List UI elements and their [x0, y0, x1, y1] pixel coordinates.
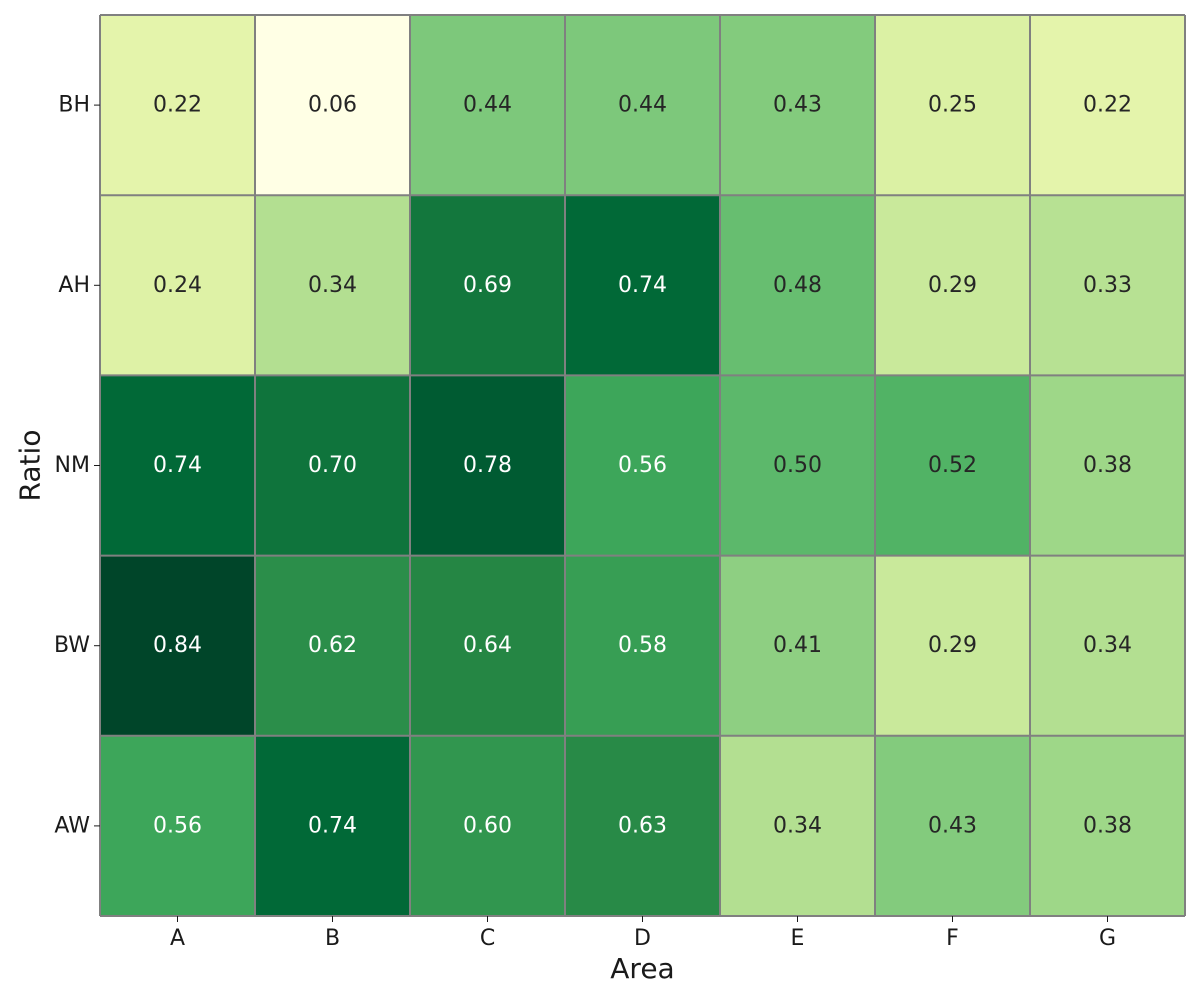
- cell-value-label-AW-D: 0.63: [618, 813, 667, 838]
- y-tick-label-AH: AH: [58, 273, 90, 298]
- cell-value-label-NM-A: 0.74: [153, 453, 202, 478]
- heatmap-cell-AW-C: [410, 735, 565, 916]
- x-tick-label-F: F: [946, 926, 959, 951]
- ticks-layer: A B C D E F G BH AH NM BW AW: [54, 93, 1116, 951]
- y-tick-label-BW: BW: [54, 633, 90, 658]
- heatmap-cell-AW-A: [100, 735, 255, 916]
- cell-value-label-AW-C: 0.60: [463, 813, 512, 838]
- heatmap-cell-AW-F: [875, 735, 1030, 916]
- cell-value-label-NM-B: 0.70: [308, 453, 357, 478]
- cell-value-label-AW-A: 0.56: [153, 813, 202, 838]
- x-tick-label-B: B: [325, 926, 340, 951]
- heatmap-cell-AW-D: [565, 735, 720, 916]
- cell-value-label-BW-E: 0.41: [773, 633, 822, 658]
- cell-value-label-AH-G: 0.33: [1083, 273, 1132, 298]
- cell-value-label-NM-F: 0.52: [928, 453, 977, 478]
- heatmap-cell-AW-B: [255, 735, 410, 916]
- cell-value-label-NM-C: 0.78: [463, 453, 512, 478]
- cells-layer: [100, 15, 1185, 916]
- cell-value-label-NM-G: 0.38: [1083, 453, 1132, 478]
- heatmap-cell-BW-A: [100, 555, 255, 736]
- cell-value-label-AH-A: 0.24: [153, 273, 202, 298]
- heatmap-cell-BW-G: [1030, 555, 1185, 736]
- heatmap-cell-NM-E: [720, 375, 875, 556]
- cell-value-label-AW-G: 0.38: [1083, 813, 1132, 838]
- cell-value-label-BW-B: 0.62: [308, 633, 357, 658]
- x-tick-label-E: E: [791, 926, 805, 951]
- cell-value-label-BH-B: 0.06: [308, 93, 357, 118]
- cell-value-label-AW-E: 0.34: [773, 813, 822, 838]
- x-tick-label-A: A: [170, 926, 185, 951]
- heatmap-cell-AH-E: [720, 195, 875, 376]
- cell-value-label-AH-E: 0.48: [773, 273, 822, 298]
- cell-value-label-AH-F: 0.29: [928, 273, 977, 298]
- cell-value-label-NM-D: 0.56: [618, 453, 667, 478]
- x-axis-title: Area: [610, 952, 674, 985]
- heatmap-cell-BW-B: [255, 555, 410, 736]
- heatmap-cell-AW-G: [1030, 735, 1185, 916]
- heatmap-cell-NM-B: [255, 375, 410, 556]
- heatmap-cell-AH-G: [1030, 195, 1185, 376]
- cell-value-label-BW-F: 0.29: [928, 633, 977, 658]
- cell-value-label-AW-B: 0.74: [308, 813, 357, 838]
- cell-value-label-AH-C: 0.69: [463, 273, 512, 298]
- cell-value-label-BH-E: 0.43: [773, 93, 822, 118]
- heatmap-cell-AH-A: [100, 195, 255, 376]
- heatmap-cell-BW-E: [720, 555, 875, 736]
- heatmap-cell-AH-F: [875, 195, 1030, 376]
- x-tick-label-G: G: [1099, 926, 1116, 951]
- cell-value-label-BW-A: 0.84: [153, 633, 202, 658]
- y-axis-title: Ratio: [14, 430, 47, 502]
- heatmap-cell-BW-C: [410, 555, 565, 736]
- heatmap-cell-BH-A: [100, 15, 255, 196]
- y-tick-label-AW: AW: [54, 813, 90, 838]
- heatmap-cell-NM-F: [875, 375, 1030, 556]
- y-tick-label-BH: BH: [58, 93, 90, 118]
- cell-value-label-BH-D: 0.44: [618, 93, 667, 118]
- cell-value-label-BH-G: 0.22: [1083, 93, 1132, 118]
- cell-value-label-BW-C: 0.64: [463, 633, 512, 658]
- heatmap-cell-BH-G: [1030, 15, 1185, 196]
- heatmap-cell-AH-C: [410, 195, 565, 376]
- heatmap-cell-AW-E: [720, 735, 875, 916]
- heatmap-cell-BH-F: [875, 15, 1030, 196]
- x-tick-label-C: C: [480, 926, 495, 951]
- cell-value-label-BW-G: 0.34: [1083, 633, 1132, 658]
- heatmap-cell-BH-C: [410, 15, 565, 196]
- cell-value-label-BH-F: 0.25: [928, 93, 977, 118]
- heatmap-cell-NM-C: [410, 375, 565, 556]
- heatmap-cell-AH-D: [565, 195, 720, 376]
- cell-value-label-BH-C: 0.44: [463, 93, 512, 118]
- heatmap-cell-BH-E: [720, 15, 875, 196]
- x-tick-label-D: D: [634, 926, 651, 951]
- heatmap-cell-BH-B: [255, 15, 410, 196]
- heatmap-cell-NM-A: [100, 375, 255, 556]
- heatmap-cell-NM-D: [565, 375, 720, 556]
- cell-value-label-BW-D: 0.58: [618, 633, 667, 658]
- cell-value-label-AW-F: 0.43: [928, 813, 977, 838]
- y-tick-label-NM: NM: [55, 453, 90, 478]
- cell-value-label-AH-B: 0.34: [308, 273, 357, 298]
- cell-value-label-NM-E: 0.50: [773, 453, 822, 478]
- heatmap-cell-NM-G: [1030, 375, 1185, 556]
- cell-value-label-AH-D: 0.74: [618, 273, 667, 298]
- heatmap-cell-BW-F: [875, 555, 1030, 736]
- heatmap-cell-AH-B: [255, 195, 410, 376]
- heatmap-cell-BH-D: [565, 15, 720, 196]
- cell-labels-layer: 0.22 0.06 0.44 0.44 0.43 0.25 0.22 0.24 0.34 0.69…: [153, 93, 1132, 839]
- heatmap-cell-BW-D: [565, 555, 720, 736]
- cell-value-label-BH-A: 0.22: [153, 93, 202, 118]
